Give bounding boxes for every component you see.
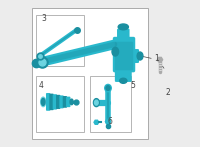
Ellipse shape (137, 52, 143, 60)
Ellipse shape (41, 98, 45, 105)
Text: 6: 6 (107, 117, 112, 126)
Text: 4: 4 (39, 81, 44, 90)
FancyBboxPatch shape (117, 29, 130, 43)
Ellipse shape (118, 24, 128, 30)
FancyBboxPatch shape (66, 97, 70, 107)
FancyBboxPatch shape (49, 94, 54, 110)
Ellipse shape (106, 86, 110, 90)
FancyBboxPatch shape (113, 37, 135, 72)
Text: 5: 5 (131, 81, 135, 90)
Bar (32, 8, 148, 139)
Bar (36, 76, 84, 132)
FancyBboxPatch shape (115, 69, 132, 82)
Ellipse shape (120, 78, 127, 83)
FancyBboxPatch shape (115, 42, 133, 70)
Text: 1: 1 (154, 54, 159, 64)
FancyBboxPatch shape (59, 95, 64, 108)
FancyBboxPatch shape (128, 49, 139, 63)
FancyBboxPatch shape (53, 94, 57, 110)
Ellipse shape (41, 97, 46, 107)
Text: 2: 2 (166, 88, 170, 97)
Bar (36, 15, 84, 66)
Ellipse shape (93, 99, 99, 107)
FancyBboxPatch shape (46, 93, 50, 111)
FancyBboxPatch shape (63, 96, 67, 108)
Bar (90, 76, 131, 132)
Ellipse shape (95, 100, 98, 105)
Ellipse shape (70, 99, 73, 105)
Ellipse shape (105, 84, 111, 92)
Ellipse shape (112, 47, 119, 56)
FancyBboxPatch shape (56, 95, 60, 109)
Text: 3: 3 (42, 14, 47, 23)
